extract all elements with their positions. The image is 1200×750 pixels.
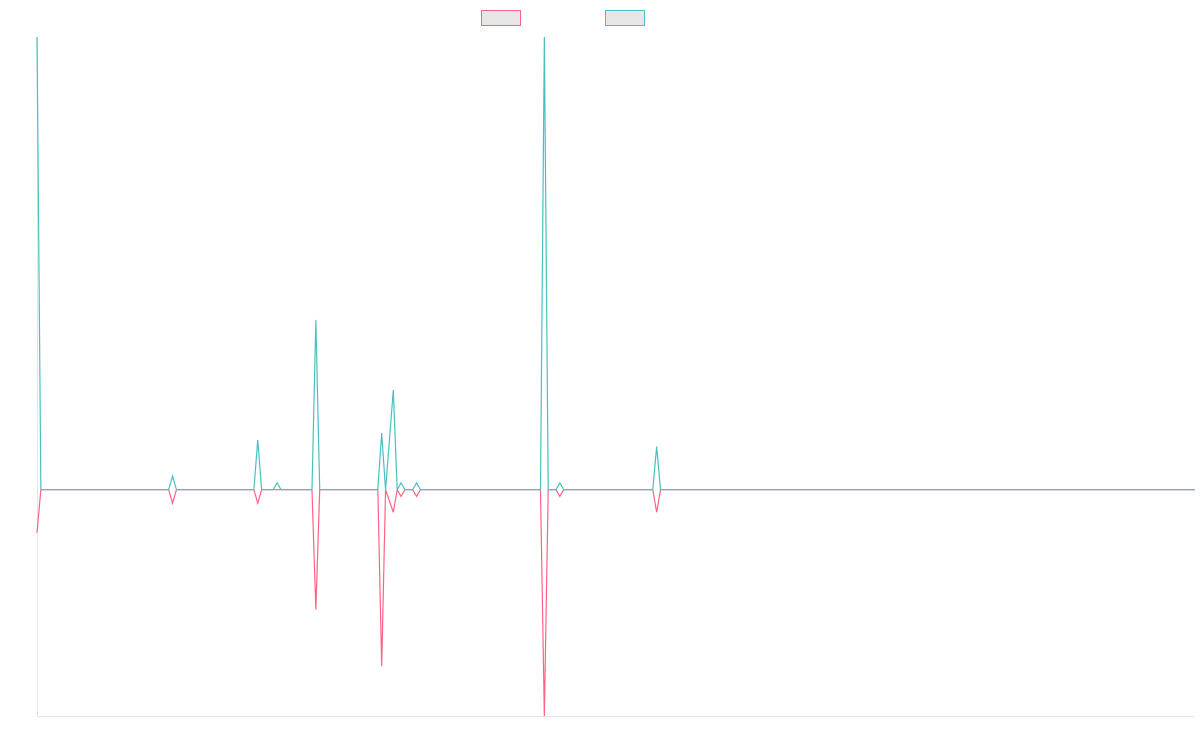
series-line	[36, 36, 1195, 492]
legend-swatch[interactable]	[481, 10, 521, 26]
series-line	[36, 487, 1195, 717]
legend-swatch[interactable]	[605, 10, 645, 26]
